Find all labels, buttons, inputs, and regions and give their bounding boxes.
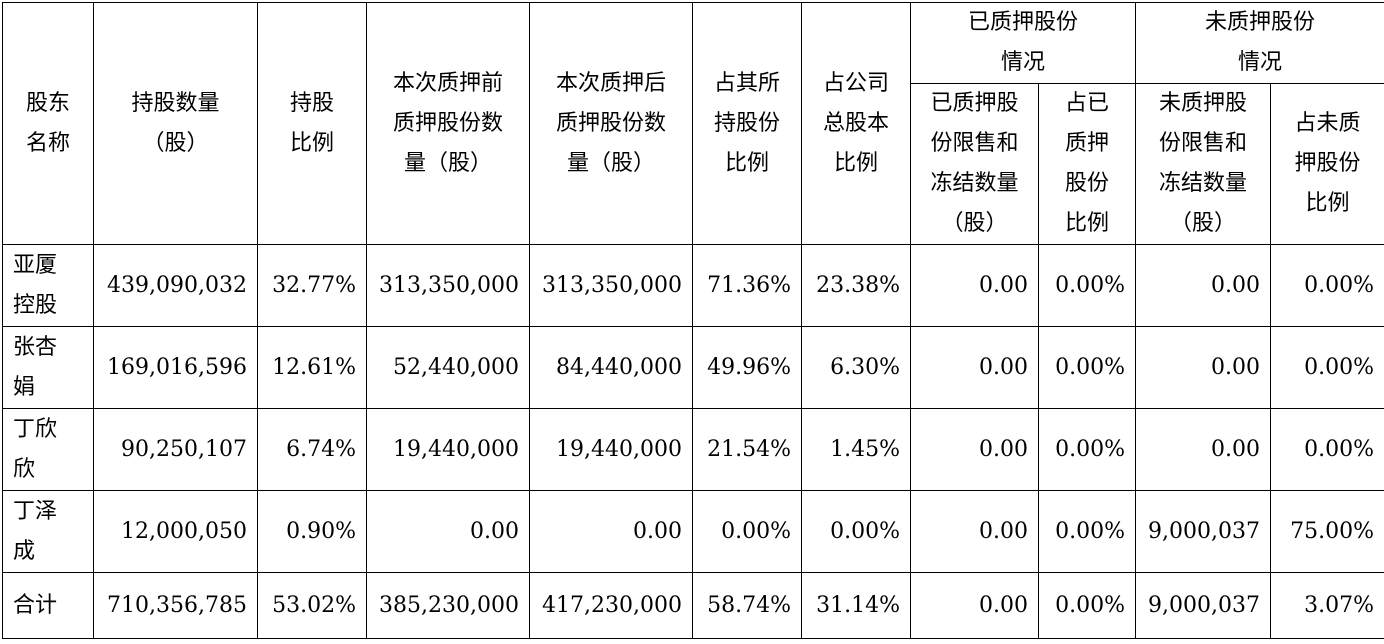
pct-of-total-cell: 31.14%	[802, 573, 911, 639]
table-row: 丁欣 欣 90,250,107 6.74% 19,440,000 19,440,…	[3, 409, 1384, 491]
holding-ratio-cell: 32.77%	[258, 245, 367, 327]
pct-of-own-cell: 71.36%	[693, 245, 802, 327]
pct-of-total-cell: 23.38%	[802, 245, 911, 327]
shares-held-cell: 439,090,032	[94, 245, 258, 327]
holding-ratio-cell: 12.61%	[258, 327, 367, 409]
unpledged-ratio-cell: 3.07%	[1271, 573, 1384, 639]
table-row: 张杏 娟 169,016,596 12.61% 52,440,000 84,44…	[3, 327, 1384, 409]
shares-held-cell: 710,356,785	[94, 573, 258, 639]
pledged-before-cell: 385,230,000	[367, 573, 530, 639]
unpledged-ratio-cell: 0.00%	[1271, 327, 1384, 409]
header-pledged-shares-group: 已质押股份 情况	[911, 3, 1136, 84]
pledged-before-cell: 19,440,000	[367, 409, 530, 491]
shareholder-name-cell: 亚厦 控股	[3, 245, 94, 327]
header-pct-of-own-shares: 占其所 持股份 比例	[693, 3, 802, 245]
table-row: 丁泽 成 12,000,050 0.90% 0.00 0.00 0.00% 0.…	[3, 491, 1384, 573]
holding-ratio-cell: 0.90%	[258, 491, 367, 573]
pledged-before-cell: 313,350,000	[367, 245, 530, 327]
shareholder-name-cell: 丁欣 欣	[3, 409, 94, 491]
unpledged-restricted-cell: 9,000,037	[1136, 491, 1271, 573]
header-pct-of-total-shares: 占公司 总股本 比例	[802, 3, 911, 245]
pledged-after-cell: 417,230,000	[530, 573, 693, 639]
pledged-ratio-cell: 0.00%	[1039, 491, 1136, 573]
header-row-top: 股东 名称 持股数量 （股） 持股 比例 本次质押前 质押股份数 量（股） 本次…	[3, 3, 1384, 84]
pledged-restricted-cell: 0.00	[911, 245, 1039, 327]
unpledged-restricted-cell: 0.00	[1136, 409, 1271, 491]
holding-ratio-cell: 6.74%	[258, 409, 367, 491]
header-holding-ratio: 持股 比例	[258, 3, 367, 245]
pledged-after-cell: 84,440,000	[530, 327, 693, 409]
header-unpledged-restricted: 未质押股 份限售和 冻结数量 （股）	[1136, 84, 1271, 245]
header-pledged-before: 本次质押前 质押股份数 量（股）	[367, 3, 530, 245]
unpledged-ratio-cell: 0.00%	[1271, 245, 1384, 327]
pledged-restricted-cell: 0.00	[911, 409, 1039, 491]
header-shareholder-name: 股东 名称	[3, 3, 94, 245]
shares-held-cell: 90,250,107	[94, 409, 258, 491]
pct-of-own-cell: 0.00%	[693, 491, 802, 573]
pct-of-total-cell: 1.45%	[802, 409, 911, 491]
pledged-ratio-cell: 0.00%	[1039, 327, 1136, 409]
header-unpledged-ratio: 占未质 押股份 比例	[1271, 84, 1384, 245]
shares-held-cell: 12,000,050	[94, 491, 258, 573]
pct-of-total-cell: 6.30%	[802, 327, 911, 409]
pledged-after-cell: 19,440,000	[530, 409, 693, 491]
pledged-after-cell: 0.00	[530, 491, 693, 573]
pledged-ratio-cell: 0.00%	[1039, 245, 1136, 327]
shares-held-cell: 169,016,596	[94, 327, 258, 409]
pledged-before-cell: 52,440,000	[367, 327, 530, 409]
unpledged-restricted-cell: 9,000,037	[1136, 573, 1271, 639]
header-pledged-after: 本次质押后 质押股份数 量（股）	[530, 3, 693, 245]
header-shares-held: 持股数量 （股）	[94, 3, 258, 245]
pledged-before-cell: 0.00	[367, 491, 530, 573]
pct-of-own-cell: 21.54%	[693, 409, 802, 491]
pledged-restricted-cell: 0.00	[911, 327, 1039, 409]
header-pledged-ratio: 占已 质押 股份 比例	[1039, 84, 1136, 245]
pledged-restricted-cell: 0.00	[911, 491, 1039, 573]
total-label-cell: 合计	[3, 573, 94, 639]
pct-of-own-cell: 49.96%	[693, 327, 802, 409]
header-unpledged-shares-group: 未质押股份 情况	[1136, 3, 1384, 84]
pct-of-own-cell: 58.74%	[693, 573, 802, 639]
pct-of-total-cell: 0.00%	[802, 491, 911, 573]
total-row: 合计 710,356,785 53.02% 385,230,000 417,23…	[3, 573, 1384, 639]
header-pledged-restricted: 已质押股 份限售和 冻结数量 （股）	[911, 84, 1039, 245]
unpledged-restricted-cell: 0.00	[1136, 245, 1271, 327]
unpledged-ratio-cell: 75.00%	[1271, 491, 1384, 573]
unpledged-restricted-cell: 0.00	[1136, 327, 1271, 409]
shareholder-name-cell: 丁泽 成	[3, 491, 94, 573]
pledged-restricted-cell: 0.00	[911, 573, 1039, 639]
holding-ratio-cell: 53.02%	[258, 573, 367, 639]
table-row: 亚厦 控股 439,090,032 32.77% 313,350,000 313…	[3, 245, 1384, 327]
pledged-after-cell: 313,350,000	[530, 245, 693, 327]
unpledged-ratio-cell: 0.00%	[1271, 409, 1384, 491]
pledged-ratio-cell: 0.00%	[1039, 573, 1136, 639]
shareholder-name-cell: 张杏 娟	[3, 327, 94, 409]
pledged-ratio-cell: 0.00%	[1039, 409, 1136, 491]
